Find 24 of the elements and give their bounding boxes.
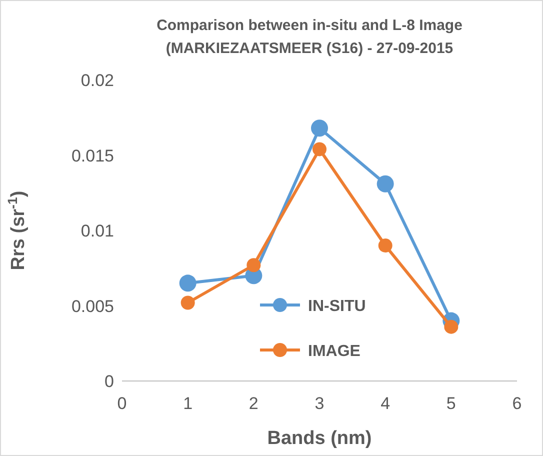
point [312,142,326,156]
point [180,296,195,310]
x-tick-label: 0 [117,394,127,413]
legend-label: IN-SITU [308,298,366,315]
x-tick-label: 2 [248,394,258,413]
point [246,258,261,272]
legend-label: IMAGE [308,343,361,360]
x-tick-label: 5 [446,394,456,413]
x-tick-label: 6 [512,394,522,413]
point [378,238,392,253]
chart-title: Comparison between in-situ and L-8 Image (MARKIEZAATSMEER (S16) - 27-09-2015 [156,17,462,57]
y-tick-label: 0.005 [71,296,114,316]
point [311,120,328,137]
x-tick-label: 1 [183,394,193,413]
y-tick-label: 0.015 [71,146,114,166]
y-tick-label: 0 [104,372,114,391]
x-axis-title: Bands (nm) [267,428,372,449]
x-tick-label: 3 [314,394,324,413]
y-tick-label: 0.02 [80,71,114,90]
x-tick-label: 4 [380,394,390,413]
y-tick-label: 0.01 [80,222,114,240]
point [179,274,196,292]
point [376,175,394,192]
point [444,320,458,334]
